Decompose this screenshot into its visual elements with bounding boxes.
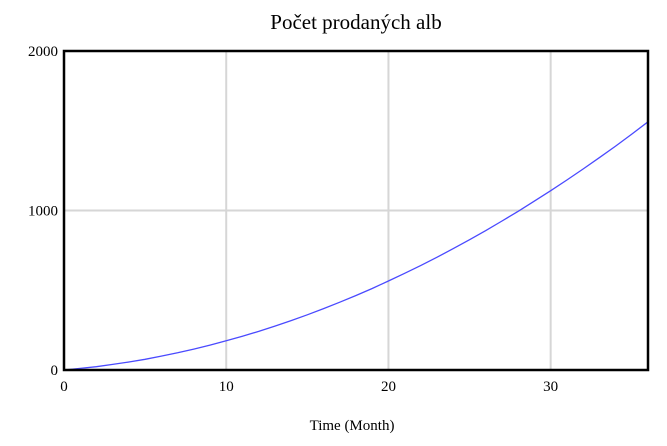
x-tick-label: 30: [543, 379, 558, 395]
plot-frame: [62, 49, 650, 372]
x-axis-label: Time (Month): [310, 418, 395, 434]
y-tick-label: 1000: [28, 204, 58, 220]
grid: [64, 51, 648, 370]
series-line-0: [63, 121, 649, 371]
x-tick-label: 10: [219, 379, 234, 395]
series-layer: [63, 121, 649, 371]
chart-title: Počet prodaných alb: [270, 10, 441, 34]
x-axis-ticks: 0 10 20 30: [60, 379, 558, 395]
y-tick-label: 0: [51, 363, 59, 379]
x-tick-label: 20: [381, 379, 396, 395]
y-tick-label: 2000: [28, 44, 58, 60]
x-tick-label: 0: [60, 379, 68, 395]
y-axis-ticks: 0 1000 2000: [28, 44, 58, 379]
